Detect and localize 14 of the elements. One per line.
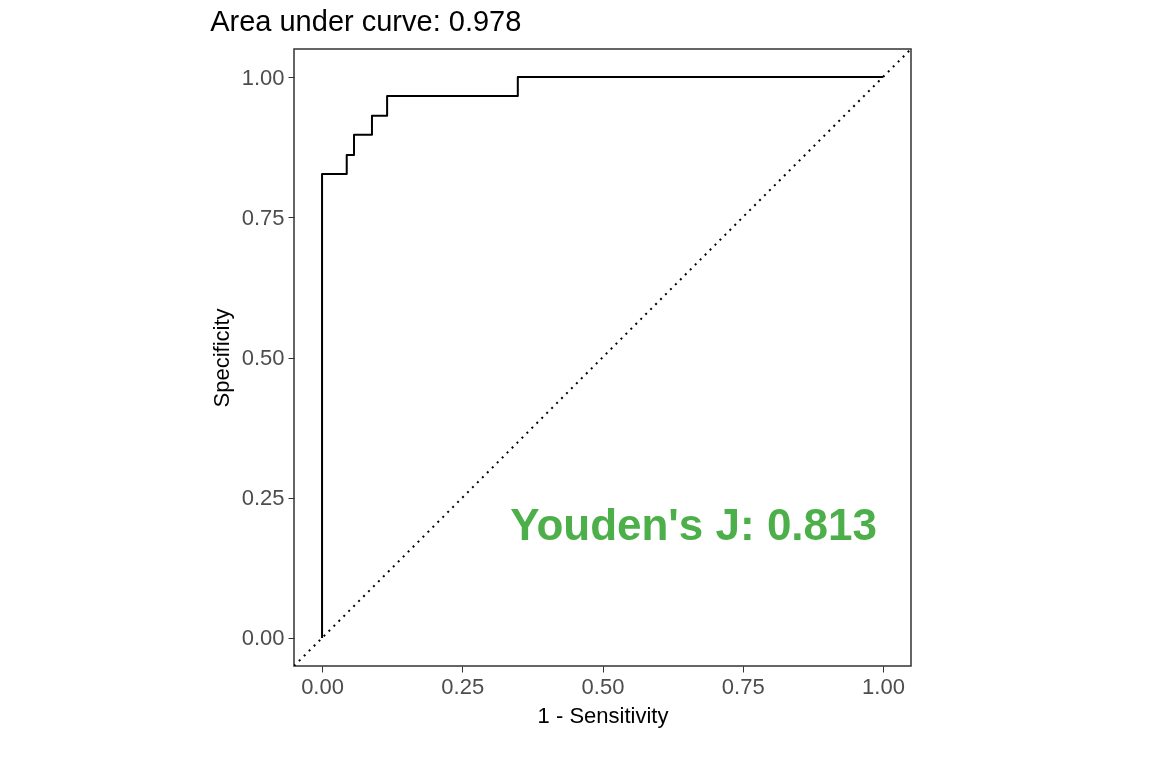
x-tick-label: 0.00 — [301, 673, 344, 699]
x-tick-label: 1.00 — [862, 673, 905, 699]
x-axis-title: 1 - Sensitivity — [537, 702, 669, 728]
y-tick-label: 1.00 — [241, 64, 285, 90]
y-axis-title: Specificity — [208, 308, 234, 408]
chart-title: Area under curve: 0.978 — [210, 5, 522, 37]
x-tick-label: 0.25 — [441, 673, 485, 699]
y-tick-label: 0.50 — [241, 345, 285, 370]
y-tick-label: 0.00 — [241, 625, 285, 651]
x-tick-label: 0.50 — [581, 673, 625, 699]
y-tick-label: 0.25 — [241, 485, 285, 511]
x-tick-label: 0.75 — [721, 673, 765, 699]
annotation: Youden's J: 0.813 — [510, 500, 877, 549]
y-tick-label: 0.75 — [241, 204, 285, 230]
